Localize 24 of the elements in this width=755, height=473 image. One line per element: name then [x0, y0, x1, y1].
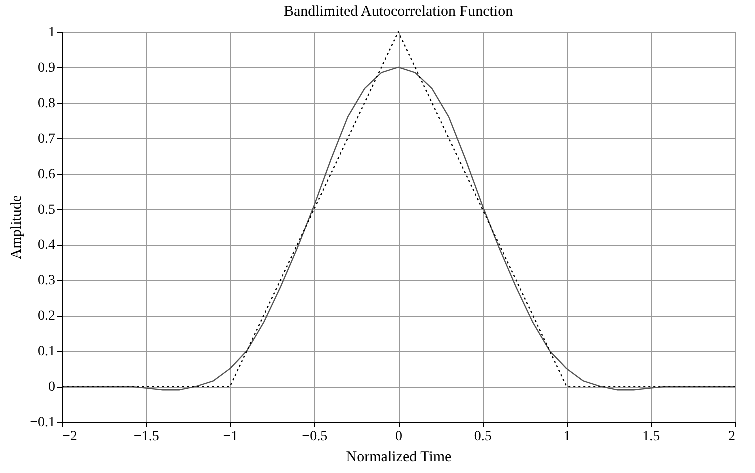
- y-tick-label: 0.9: [38, 60, 56, 76]
- x-tick-label: 1.5: [642, 430, 660, 444]
- y-tick-label: 0.1: [38, 344, 56, 360]
- x-tick-label: −0.5: [302, 430, 328, 444]
- y-tick-label: 1: [48, 26, 56, 40]
- x-tick-label: 1: [564, 430, 571, 444]
- x-tick-label: −1.5: [134, 430, 160, 444]
- y-tick-label: 0.3: [38, 274, 56, 289]
- y-tick-label: 0.8: [38, 96, 56, 112]
- y-tick-label: 0.7: [38, 132, 56, 147]
- chart-title: Bandlimited Autocorrelation Function: [284, 4, 514, 20]
- x-tick-label: −1: [223, 430, 238, 444]
- x-tick-label: 0: [396, 430, 402, 444]
- x-tick-label: 0.5: [474, 430, 492, 444]
- y-tick-label: 0.4: [38, 238, 56, 254]
- y-axis-title: Amplitude: [9, 195, 26, 260]
- x-tick-label: 2: [728, 430, 736, 444]
- y-tick-label: 0.2: [38, 309, 56, 324]
- y-tick-label: 0: [48, 380, 56, 396]
- y-tick-label: −0.1: [30, 416, 56, 430]
- y-tick-label: 0.6: [38, 167, 56, 182]
- y-tick-label: 0.5: [38, 202, 56, 218]
- x-axis-title: Normalized Time: [346, 450, 452, 466]
- x-tick-label: −2: [62, 430, 78, 444]
